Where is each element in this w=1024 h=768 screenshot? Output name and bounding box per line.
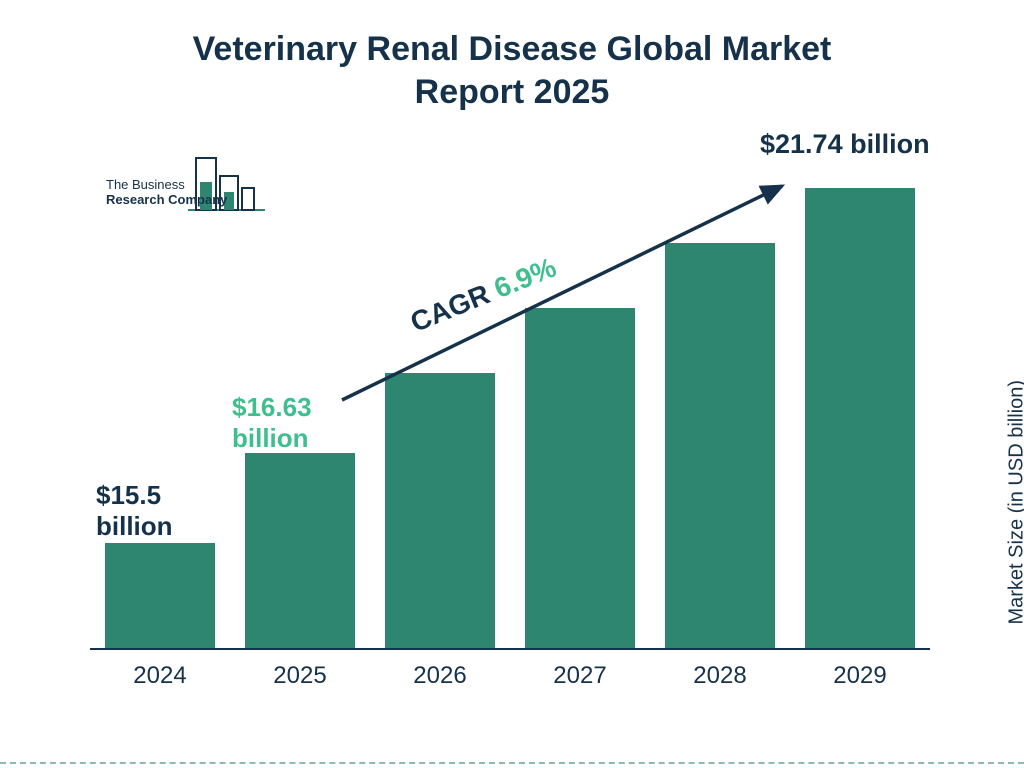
bars-container <box>90 178 930 648</box>
bar-col-2027 <box>525 308 635 648</box>
xlabel-5: 2029 <box>805 662 915 690</box>
y-axis-label: Market Size (in USD billion) <box>1006 380 1024 625</box>
bar-2024 <box>105 543 215 648</box>
xlabel-0: 2024 <box>105 662 215 690</box>
value-label-2029-l1: $21.74 billion <box>760 129 930 159</box>
value-label-2025-l2: billion <box>232 423 312 454</box>
bar-2025 <box>245 453 355 648</box>
bar-col-2028 <box>665 243 775 648</box>
value-label-2029: $21.74 billion <box>760 128 930 160</box>
value-label-2025: $16.63 billion <box>232 392 312 454</box>
value-label-2025-l1: $16.63 <box>232 392 312 423</box>
bar-2027 <box>525 308 635 648</box>
xlabel-4: 2028 <box>665 662 775 690</box>
bar-col-2029 <box>805 188 915 648</box>
bottom-dashed-divider <box>0 762 1024 764</box>
title-line-2: Report 2025 <box>0 71 1024 114</box>
value-label-2024: $15.5 billion <box>96 480 173 542</box>
value-label-2024-l1: $15.5 <box>96 480 173 511</box>
value-label-2024-l2: billion <box>96 511 173 542</box>
xlabel-3: 2027 <box>525 662 635 690</box>
bar-col-2024 <box>105 543 215 648</box>
title-line-1: Veterinary Renal Disease Global Market <box>0 28 1024 71</box>
bar-2029 <box>805 188 915 648</box>
chart-title: Veterinary Renal Disease Global Market R… <box>0 0 1024 113</box>
bar-2026 <box>385 373 495 648</box>
bar-col-2026 <box>385 373 495 648</box>
bar-chart: 2024 2025 2026 2027 2028 2029 <box>90 150 930 710</box>
bar-2028 <box>665 243 775 648</box>
x-axis-line <box>90 648 930 650</box>
bar-col-2025 <box>245 453 355 648</box>
x-axis-labels: 2024 2025 2026 2027 2028 2029 <box>90 662 930 690</box>
xlabel-1: 2025 <box>245 662 355 690</box>
xlabel-2: 2026 <box>385 662 495 690</box>
